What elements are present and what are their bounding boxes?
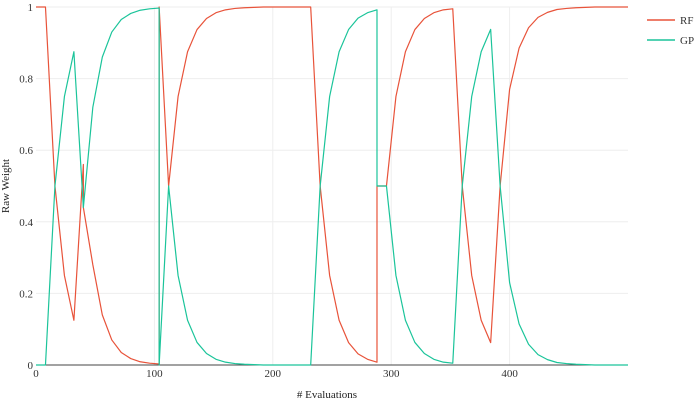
- y-tick-label: 0.4: [19, 217, 33, 229]
- axes: 0 0.2 0.4 0.6 0.8 1 0 100 200 300 400: [19, 2, 628, 380]
- x-tick-label: 0: [33, 368, 39, 380]
- grid: [36, 6, 628, 365]
- legend-label-rf: RF: [680, 15, 693, 27]
- y-axis-title: Raw Weight: [0, 159, 12, 213]
- x-tick-label: 300: [383, 368, 400, 380]
- y-tick-label: 1: [28, 2, 34, 14]
- series-line-rf: [36, 6, 628, 365]
- series-group: [36, 6, 628, 366]
- y-tick-label: 0.2: [19, 288, 33, 300]
- y-tick-label: 0: [28, 360, 34, 372]
- x-tick-label: 200: [265, 368, 282, 380]
- x-axis-title: # Evaluations: [297, 389, 357, 400]
- y-tick-label: 0.8: [19, 74, 33, 86]
- y-tick-label: 0.6: [19, 145, 33, 157]
- legend: RF GP: [647, 15, 694, 47]
- legend-label-gp: GP: [680, 35, 694, 47]
- x-tick-label: 400: [501, 368, 518, 380]
- x-tick-label: 100: [146, 368, 163, 380]
- series-line-gp: [36, 7, 628, 366]
